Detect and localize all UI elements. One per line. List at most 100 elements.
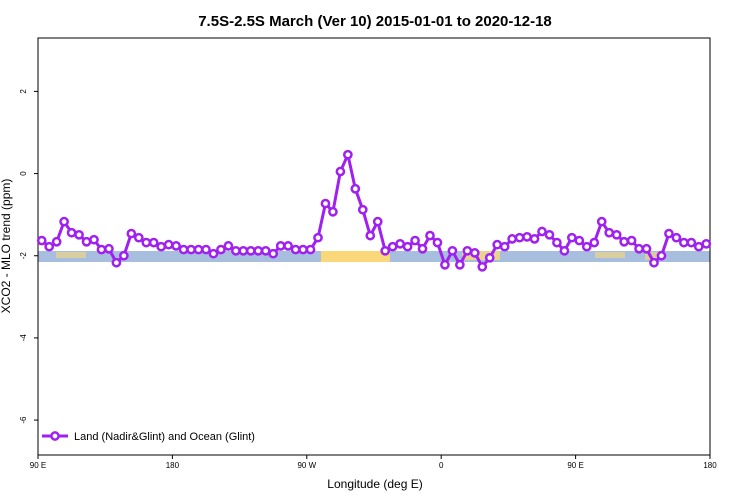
land-band: [321, 251, 390, 262]
data-point: [626, 235, 637, 246]
data-point: [268, 248, 279, 259]
data-point: [395, 238, 405, 249]
data-point: [328, 206, 338, 217]
data-point: [193, 244, 204, 255]
data-point: [567, 232, 577, 243]
data-point: [104, 243, 114, 254]
data-point: [298, 244, 308, 255]
data-point: [701, 238, 712, 249]
data-point: [245, 245, 256, 256]
data-point: [66, 227, 77, 238]
data-point: [447, 245, 458, 256]
data-point: [119, 250, 129, 261]
data-point: [574, 235, 585, 246]
data-point: [410, 235, 420, 246]
data-point: [522, 231, 532, 242]
data-point: [693, 241, 704, 252]
data-point: [402, 241, 413, 252]
data-point: [51, 236, 62, 247]
x-tick-label: 90 E: [30, 461, 46, 470]
data-point: [387, 241, 398, 252]
y-tick-label: 2: [19, 89, 28, 94]
data-point: [133, 232, 144, 243]
data-point: [552, 237, 562, 248]
data-point: [350, 183, 361, 194]
x-axis-label: Longitude (deg E): [327, 477, 422, 491]
data-point: [462, 245, 473, 256]
x-tick-label: 180: [166, 461, 180, 470]
data-point: [238, 245, 249, 256]
plot-frame: [37, 37, 711, 456]
y-tick-label: -6: [19, 416, 28, 424]
data-point: [664, 228, 674, 239]
data-point: [81, 236, 92, 247]
data-point: [514, 232, 525, 243]
data-point: [641, 243, 652, 254]
data-point: [171, 241, 181, 251]
data-point: [186, 244, 196, 255]
y-tick-label: 0: [19, 171, 28, 176]
y-tick-label: -4: [19, 334, 28, 342]
land-band: [462, 251, 500, 260]
data-point: [507, 234, 517, 244]
data-point: [283, 241, 293, 251]
data-point: [141, 237, 152, 248]
y-tick-label: -2: [19, 252, 28, 260]
data-point: [484, 252, 495, 263]
data-point: [440, 259, 450, 270]
data-point: [372, 216, 383, 227]
data-point: [313, 232, 323, 243]
chart-title: 7.5S-2.5S March (Ver 10) 2015-01-01 to 2…: [198, 13, 552, 30]
data-point: [216, 244, 226, 255]
data-point: [611, 229, 622, 240]
data-point: [111, 257, 122, 268]
data-point: [581, 241, 592, 252]
data-point: [537, 226, 547, 237]
data-point: [529, 234, 540, 244]
data-point: [432, 237, 443, 248]
data-point: [559, 245, 570, 256]
data-point: [126, 228, 137, 239]
data-point: [499, 241, 510, 252]
legend-marker: [50, 431, 60, 441]
land-band: [56, 252, 86, 258]
x-tick-label: 90 W: [297, 461, 316, 470]
data-point: [619, 236, 629, 247]
data-point: [455, 259, 465, 270]
data-point: [596, 216, 607, 227]
data-point: [74, 229, 84, 240]
data-point: [335, 166, 346, 177]
data-point: [679, 237, 689, 248]
data-point: [357, 204, 368, 215]
data-point: [425, 230, 435, 241]
x-tick-label: 0: [439, 461, 444, 470]
data-point: [201, 244, 211, 255]
data-point: [604, 227, 615, 238]
data-point: [96, 244, 107, 255]
data-point: [231, 245, 241, 256]
data-point: [36, 235, 47, 246]
data-point: [492, 239, 503, 250]
data-point: [163, 239, 174, 250]
data-point: [305, 244, 316, 255]
data-point: [649, 257, 659, 268]
data-point: [589, 237, 600, 248]
y-axis-label: XCO2 - MLO trend (ppm): [0, 179, 13, 314]
data-point: [365, 230, 376, 241]
data-point: [656, 250, 667, 261]
land-band: [645, 252, 663, 260]
data-point: [671, 232, 682, 243]
data-point: [343, 149, 353, 160]
legend-label: Land (Nadir&Glint) and Ocean (Glint): [74, 431, 255, 443]
data-point: [634, 243, 644, 254]
data-point: [253, 245, 264, 256]
data-point: [44, 241, 55, 252]
data-point: [417, 243, 428, 254]
data-point: [59, 216, 69, 227]
x-tick-label: 90 E: [567, 461, 583, 470]
x-tick-label: 180: [703, 461, 717, 470]
data-point: [275, 241, 286, 251]
data-point: [156, 241, 167, 252]
data-point: [208, 248, 219, 259]
